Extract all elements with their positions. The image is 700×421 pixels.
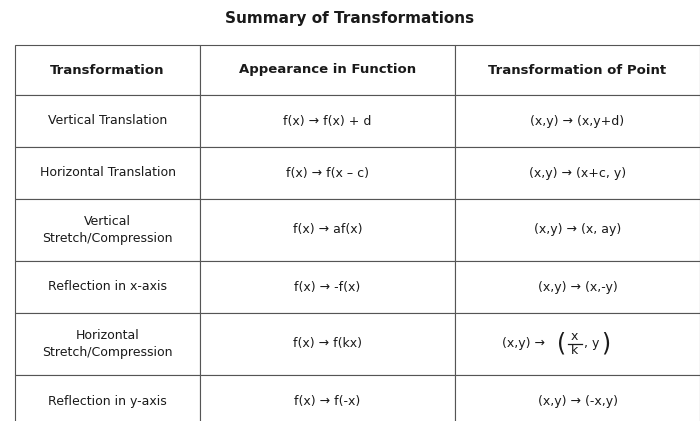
Text: f(x) → -f(x): f(x) → -f(x) [295,280,360,293]
Text: f(x) → f(x – c): f(x) → f(x – c) [286,166,369,179]
Bar [200,95,455,147]
Text: k: k [571,344,578,357]
Bar [455,147,700,199]
Text: , y: , y [584,338,599,351]
Text: f(x) → f(-x): f(x) → f(-x) [295,394,360,408]
Bar [15,199,200,261]
Text: Reflection in x-axis: Reflection in x-axis [48,280,167,293]
Bar [200,45,455,95]
Text: Summary of Transformations: Summary of Transformations [225,11,475,26]
Text: (x,y) →: (x,y) → [503,338,550,351]
Bar [15,147,200,199]
Text: Transformation: Transformation [50,64,164,77]
Bar [200,375,455,421]
Bar [15,95,200,147]
Bar [200,313,455,375]
Bar [15,313,200,375]
Bar [15,45,200,95]
Text: (: ( [557,332,566,356]
Bar [200,147,455,199]
Text: x: x [570,330,578,344]
Text: f(x) → f(kx): f(x) → f(kx) [293,338,362,351]
Bar [455,45,700,95]
Bar [15,261,200,313]
Bar [455,375,700,421]
Text: (x,y) → (-x,y): (x,y) → (-x,y) [538,394,617,408]
Bar [15,375,200,421]
Text: f(x) → f(x) + d: f(x) → f(x) + d [284,115,372,128]
Text: (x,y) → (x,-y): (x,y) → (x,-y) [538,280,617,293]
Text: (x,y) → (x,y+d): (x,y) → (x,y+d) [531,115,624,128]
Text: f(x) → af(x): f(x) → af(x) [293,224,363,237]
Bar [455,261,700,313]
Text: ): ) [601,332,610,356]
Text: Reflection in y-axis: Reflection in y-axis [48,394,167,408]
Text: Transformation of Point: Transformation of Point [489,64,666,77]
Bar [200,261,455,313]
Text: (x,y) → (x, ay): (x,y) → (x, ay) [534,224,621,237]
Text: Horizontal Translation: Horizontal Translation [39,166,176,179]
Text: Appearance in Function: Appearance in Function [239,64,416,77]
Bar [455,199,700,261]
Text: Horizontal
Stretch/Compression: Horizontal Stretch/Compression [42,329,173,359]
Bar [200,199,455,261]
Text: Vertical
Stretch/Compression: Vertical Stretch/Compression [42,215,173,245]
Text: Vertical Translation: Vertical Translation [48,115,167,128]
Bar [455,313,700,375]
Text: (x,y) → (x+c, y): (x,y) → (x+c, y) [529,166,626,179]
Bar [455,95,700,147]
